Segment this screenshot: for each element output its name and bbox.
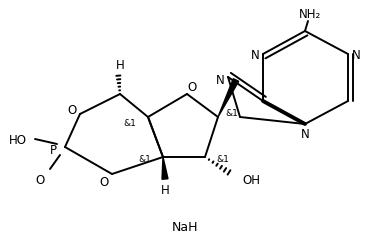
Text: H: H: [116, 58, 124, 71]
Text: &1: &1: [139, 155, 152, 164]
Text: &1: &1: [226, 108, 238, 117]
Text: HO: HO: [9, 134, 27, 147]
Text: O: O: [187, 80, 196, 93]
Polygon shape: [162, 158, 168, 180]
Text: N: N: [301, 128, 309, 141]
Text: O: O: [100, 176, 109, 189]
Text: P: P: [49, 143, 57, 156]
Text: &1: &1: [124, 118, 136, 127]
Text: N: N: [215, 73, 224, 86]
Text: N: N: [251, 48, 260, 61]
Text: NH₂: NH₂: [299, 8, 321, 20]
Polygon shape: [218, 79, 239, 117]
Text: H: H: [161, 183, 169, 196]
Text: NaH: NaH: [172, 220, 198, 234]
Text: &1: &1: [217, 155, 230, 164]
Text: N: N: [352, 48, 360, 61]
Text: OH: OH: [242, 173, 260, 186]
Text: O: O: [35, 174, 44, 187]
Text: O: O: [67, 103, 77, 116]
